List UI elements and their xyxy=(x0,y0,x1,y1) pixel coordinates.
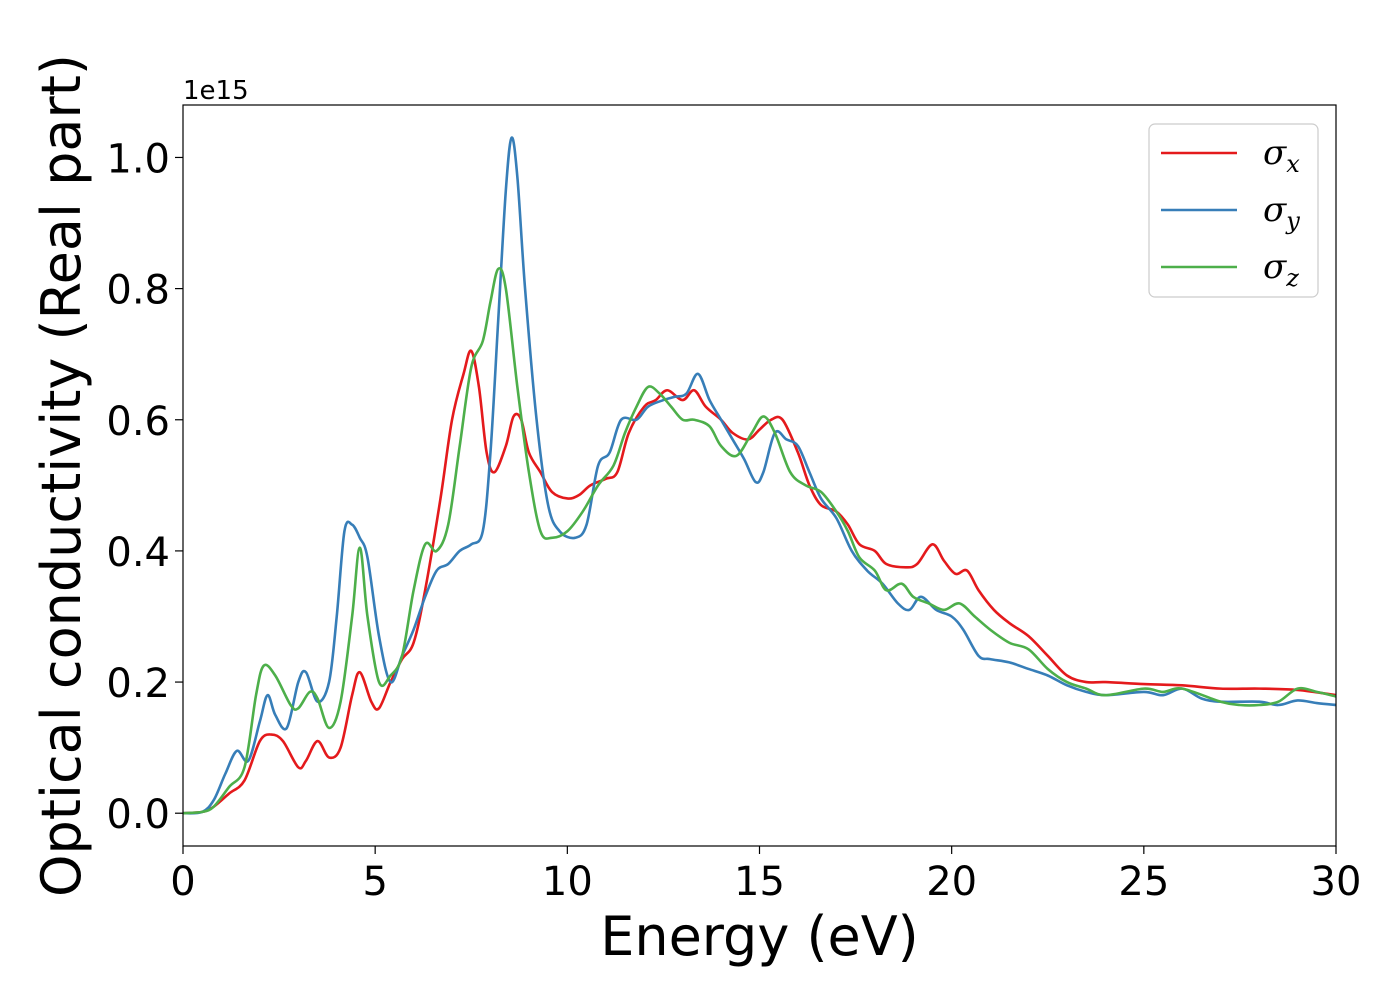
y-tick-label: 1.0 xyxy=(106,136,170,182)
x-tick-label: 20 xyxy=(926,859,977,905)
data-lines xyxy=(183,136,1336,815)
x-tick-label: 30 xyxy=(1311,859,1362,905)
x-tick-label: 10 xyxy=(542,859,593,905)
y-tick-label: 0.4 xyxy=(106,530,170,576)
y-tick-label: 0.6 xyxy=(106,399,170,445)
series-line-z xyxy=(183,267,1336,815)
x-axis-title: Energy (eV) xyxy=(600,905,919,968)
series-line-x xyxy=(183,349,1336,815)
x-tick-label: 15 xyxy=(734,859,785,905)
x-axis-ticks: 0 5 10 15 20 25 30 xyxy=(170,846,1361,905)
y-offset-label: 1e15 xyxy=(183,76,249,106)
legend: σx σy σz xyxy=(1148,123,1319,298)
y-tick-label: 0.8 xyxy=(106,268,170,314)
legend-label-x: σx xyxy=(1263,133,1300,178)
y-tick-label: 0.0 xyxy=(106,792,170,838)
y-axis-title: Optical conductivity (Real part) xyxy=(30,54,93,897)
x-tick-label: 25 xyxy=(1118,859,1169,905)
series-line-y xyxy=(183,136,1336,815)
legend-label-z: σz xyxy=(1263,247,1299,292)
legend-label-y: σy xyxy=(1263,190,1300,235)
y-tick-label: 0.2 xyxy=(106,661,170,707)
y-axis-ticks: 0.0 0.2 0.4 0.6 0.8 1.0 xyxy=(106,136,183,838)
x-tick-label: 0 xyxy=(170,859,195,905)
x-tick-label: 5 xyxy=(362,859,387,905)
